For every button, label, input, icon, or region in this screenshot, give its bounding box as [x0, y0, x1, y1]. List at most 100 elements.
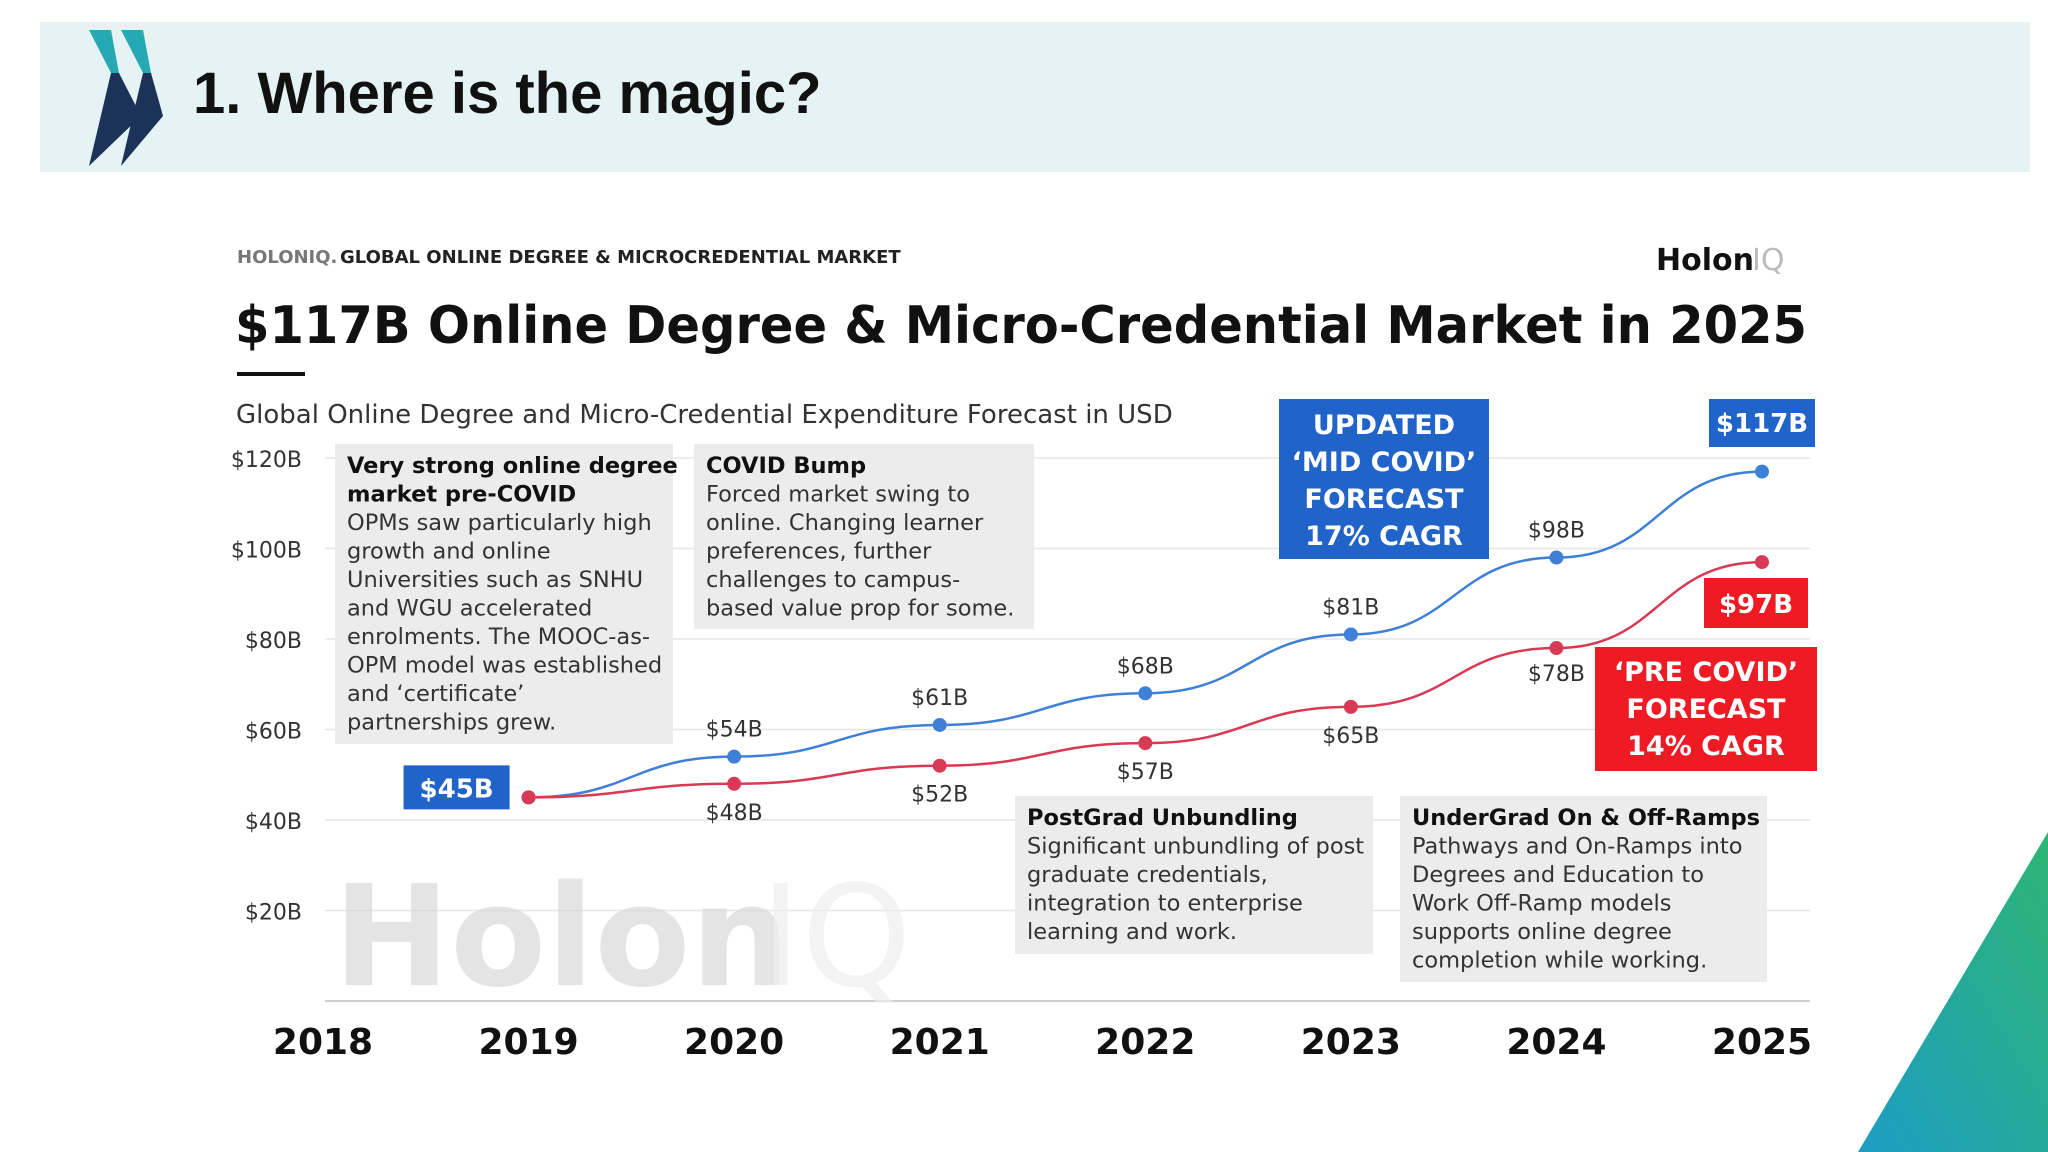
chart-title: $117B Online Degree & Micro-Credential M… [235, 296, 1807, 356]
x-tick-label: 2021 [890, 1022, 990, 1063]
end-value-label-pre-covid: $97B [1719, 590, 1793, 620]
series-layer [521, 464, 1769, 805]
data-point-pre_covid [521, 790, 536, 805]
start-value-label: $45B [420, 774, 494, 804]
callout-line: 14% CAGR [1627, 731, 1785, 762]
annotation-postgrad: PostGrad Unbundling Significant unbundlin… [1015, 796, 1373, 954]
x-tick-label: 2018 [273, 1022, 373, 1063]
title-underline [237, 372, 305, 376]
annotation-covid-bump: COVID Bump Forced market swing toonline. … [694, 444, 1034, 629]
callout-updated: UPDATED ‘MID COVID’ FORECAST 17% CAGR [1279, 399, 1489, 559]
brand-suffix: IQ [1752, 243, 1784, 278]
annotation-body-line: supports online degree [1412, 919, 1672, 945]
data-label-pre-covid: $48B [706, 801, 763, 826]
annotation-body-line: learning and work. [1027, 919, 1237, 945]
watermark-suffix: IQ [760, 856, 911, 1019]
brand-word: Holon [1656, 243, 1754, 278]
x-tick-label: 2024 [1506, 1022, 1606, 1063]
watermark-word: Holon [333, 856, 790, 1019]
x-tick-label: 2025 [1712, 1022, 1812, 1063]
annotation-body-line: Pathways and On-Ramps into [1412, 834, 1742, 860]
annotation-body-line: online. Changing learner [706, 510, 984, 536]
data-label-updated: $61B [911, 686, 968, 711]
annotation-body-line: Universities such as SNHU [347, 567, 643, 593]
end-value-label-updated: $117B [1716, 409, 1808, 439]
annotation-title: Very strong online degree [347, 453, 678, 479]
data-point-pre_covid [727, 776, 742, 791]
annotation-pre-covid: Very strong online degree market pre-COVI… [335, 444, 678, 744]
data-point-pre_covid [1549, 641, 1564, 656]
callout-line: FORECAST [1304, 484, 1464, 515]
annotation-title: PostGrad Unbundling [1027, 805, 1298, 831]
y-tick-label: $40B [245, 810, 302, 835]
data-label-pre-covid: $52B [911, 783, 968, 808]
data-point-pre_covid [1755, 555, 1769, 570]
label-layer: $54B $61B $68B $81B $98B $45B $117B $48B $52B $57… [403, 399, 1817, 826]
chart-source: HOLONIQ. [237, 247, 337, 268]
data-point-updated [1343, 627, 1358, 642]
y-tick-label: $80B [245, 629, 302, 654]
callout-line: ‘PRE COVID’ [1614, 657, 1798, 688]
data-point-pre_covid [1343, 699, 1358, 714]
x-tick-label: 2020 [684, 1022, 784, 1063]
annotation-body-line: Work Off-Ramp models [1412, 891, 1672, 917]
end-value-box-pre-covid [1704, 578, 1808, 628]
annotation-body-line: partnerships grew. [347, 710, 556, 736]
annotation-body-line: Significant unbundling of post [1027, 834, 1364, 860]
annotation-body-line: enrolments. The MOOC-as- [347, 624, 650, 650]
callout-line: ‘MID COVID’ [1292, 447, 1477, 478]
annotation-body-line: Forced market swing to [706, 482, 970, 508]
annotation-body-line: and WGU accelerated [347, 596, 592, 622]
data-point-updated [932, 717, 947, 732]
callout-box [1279, 399, 1489, 559]
annotation-body-line: integration to enterprise [1027, 891, 1303, 917]
header-band [40, 22, 2030, 172]
y-tick-label: $60B [245, 720, 302, 745]
chevron-logo-icon [89, 30, 163, 166]
annotation-body-line: OPM model was established [347, 653, 662, 679]
data-label-updated: $68B [1117, 654, 1174, 679]
data-label-updated: $54B [706, 718, 763, 743]
annotation-body-line: based value prop for some. [706, 596, 1014, 622]
data-point-updated [1549, 550, 1564, 565]
annotation-box [694, 444, 1034, 629]
slide-title: 1. Where is the magic? [193, 61, 822, 126]
x-tick-label: 2019 [478, 1022, 578, 1063]
annotation-body-line: OPMs saw particularly high [347, 510, 652, 536]
x-tick-label: 2023 [1301, 1022, 1401, 1063]
annotation-body-line: and ‘certificate’ [347, 681, 524, 707]
y-tick-label: $100B [231, 539, 302, 564]
annotation-title: COVID Bump [706, 453, 866, 479]
annotation-title: market pre-COVID [347, 482, 576, 508]
chart-source-tail: GLOBAL ONLINE DEGREE & MICROCREDENTIAL M… [340, 247, 901, 268]
data-label-updated: $98B [1528, 519, 1585, 544]
start-value-box [403, 765, 510, 810]
callout-line: 17% CAGR [1305, 521, 1463, 552]
annotation-box [1015, 796, 1373, 954]
annotation-undergrad: UnderGrad On & Off-Ramps Pathways and On-… [1400, 796, 1767, 982]
callout-line: UPDATED [1313, 410, 1455, 441]
y-tick-label: $20B [245, 901, 302, 926]
annotation-body-line: challenges to campus- [706, 567, 960, 593]
annotation-box [1400, 796, 1767, 982]
annotation-body-line: preferences, further [706, 539, 932, 565]
data-point-updated [1755, 464, 1769, 479]
corner-accent-triangle [1858, 832, 2048, 1152]
annotation-body-line: Degrees and Education to [1412, 862, 1704, 888]
data-point-updated [1138, 686, 1153, 701]
chart-subtitle: Global Online Degree and Micro-Credentia… [236, 400, 1173, 430]
data-point-pre_covid [932, 758, 947, 773]
data-label-updated: $81B [1322, 595, 1379, 620]
annotation-title: UnderGrad On & Off-Ramps [1412, 805, 1760, 831]
annotation-body-line: graduate credentials, [1027, 862, 1268, 888]
data-label-pre-covid: $65B [1322, 724, 1379, 749]
data-label-pre-covid: $57B [1117, 760, 1174, 785]
x-tick-label: 2022 [1095, 1022, 1195, 1063]
data-label-pre-covid: $78B [1528, 662, 1585, 687]
annotation-layer: Very strong online degree market pre-COVI… [335, 444, 1767, 982]
annotation-box [335, 444, 673, 744]
data-point-pre_covid [1138, 736, 1153, 751]
callout-box [1595, 647, 1817, 771]
data-point-updated [727, 749, 742, 764]
